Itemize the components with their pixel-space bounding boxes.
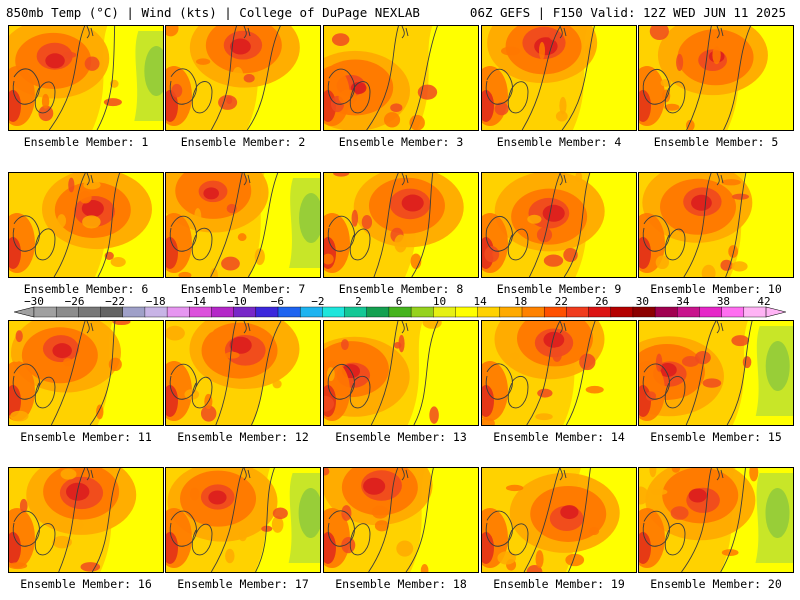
colorbar-swatch	[344, 306, 368, 318]
ensemble-member-label: Ensemble Member: 9	[496, 282, 622, 296]
ensemble-member-map	[481, 320, 637, 426]
colorbar-swatch	[189, 306, 212, 318]
ensemble-member-map	[481, 25, 637, 131]
ensemble-member-map	[638, 172, 794, 278]
colorbar-tick-label: −26	[65, 295, 85, 307]
ensemble-member-label: Ensemble Member: 16	[20, 577, 152, 591]
ensemble-member-map	[165, 467, 321, 573]
colorbar-swatch	[499, 306, 523, 318]
colorbar-swatch	[211, 306, 235, 318]
ensemble-member-label: Ensemble Member: 6	[23, 282, 149, 296]
ensemble-member-label: Ensemble Member: 15	[650, 430, 782, 444]
map-title: 850mb Temp (°C) | Wind (kts) | College o…	[6, 5, 420, 20]
colorbar-tick-label: 14	[473, 295, 487, 307]
colorbar-swatch	[122, 306, 146, 318]
colorbar-swatch	[277, 306, 301, 318]
colorbar-tick-label: 2	[355, 295, 362, 307]
ensemble-member-label: Ensemble Member: 13	[335, 430, 467, 444]
ensemble-member-map	[8, 25, 164, 131]
colorbar-swatch	[322, 306, 346, 318]
colorbar-tick-label: 18	[514, 295, 527, 307]
ensemble-member-label: Ensemble Member: 1	[23, 135, 149, 149]
colorbar-swatch	[33, 306, 57, 318]
colorbar-tick-labels: −30 −26 −22 −18 −14 −10 −6 −2 2 6 10 14 18 22 26 30 34 38…	[24, 295, 771, 307]
colorbar-swatch	[699, 306, 723, 318]
colorbar-swatch	[588, 306, 612, 318]
ensemble-member-map	[8, 467, 164, 573]
ensemble-member-map	[481, 467, 637, 573]
colorbar-swatch	[455, 306, 479, 318]
colorbar-tick-label: −22	[105, 295, 125, 307]
ensemble-member-label: Ensemble Member: 10	[650, 282, 782, 296]
temperature-colorbar	[14, 306, 786, 318]
colorbar-swatch	[521, 306, 545, 318]
colorbar-tick-label: 26	[595, 295, 608, 307]
ensemble-member-label: Ensemble Member: 18	[335, 577, 467, 591]
ensemble-member-map	[481, 172, 637, 278]
ensemble-member-label: Ensemble Member: 14	[493, 430, 625, 444]
colorbar-swatch	[632, 306, 656, 318]
ensemble-member-label: Ensemble Member: 20	[650, 577, 782, 591]
colorbar-swatch	[78, 306, 102, 318]
colorbar-tick-label: 38	[717, 295, 730, 307]
ensemble-member-map	[323, 320, 479, 426]
ensemble-member-map	[8, 172, 164, 278]
colorbar-swatch	[543, 306, 567, 318]
colorbar-swatch	[388, 306, 412, 318]
ensemble-member-label: Ensemble Member: 3	[338, 135, 464, 149]
colorbar-tick-label: 22	[555, 295, 568, 307]
colorbar-swatch	[721, 306, 745, 318]
colorbar-tick-label: −2	[311, 295, 324, 307]
colorbar-swatch	[677, 306, 700, 318]
ensemble-member-label: Ensemble Member: 2	[180, 135, 306, 149]
colorbar-swatch	[433, 306, 456, 318]
valid-time: 06Z GEFS | F150 Valid: 12Z WED JUN 11 20…	[469, 5, 786, 20]
colorbar-tick-label: −6	[271, 295, 284, 307]
colorbar-swatch	[477, 306, 501, 318]
colorbar-swatch	[610, 306, 634, 318]
ensemble-member-map	[638, 25, 794, 131]
colorbar-swatch	[100, 306, 124, 318]
colorbar-swatch	[743, 306, 767, 318]
ensemble-member-map	[165, 172, 321, 278]
colorbar-swatch	[366, 306, 390, 318]
ensemble-member-map	[323, 467, 479, 573]
colorbar-swatch	[233, 306, 257, 318]
colorbar-swatch	[166, 306, 190, 318]
ensemble-member-map	[638, 467, 794, 573]
ensemble-member-map	[323, 172, 479, 278]
ensemble-member-label: Ensemble Member: 4	[496, 135, 622, 149]
colorbar-swatch	[299, 306, 323, 318]
colorbar-tick-label: −18	[146, 295, 166, 307]
ensemble-member-map	[165, 320, 321, 426]
ensemble-member-label: Ensemble Member: 11	[20, 430, 152, 444]
colorbar-tick-label: 42	[757, 295, 770, 307]
colorbar-swatch	[144, 306, 168, 318]
colorbar-swatch	[654, 306, 678, 318]
colorbar-left-arrow	[14, 306, 35, 318]
colorbar-tick-label: 34	[676, 295, 690, 307]
colorbar-swatch	[55, 306, 79, 318]
colorbar-swatch	[255, 306, 279, 318]
ensemble-member-map	[8, 320, 164, 426]
colorbar-tick-label: −30	[24, 295, 44, 307]
colorbar-tick-label: 6	[396, 295, 403, 307]
colorbar-tick-label: 30	[636, 295, 649, 307]
ensemble-member-label: Ensemble Member: 7	[180, 282, 306, 296]
ensemble-member-label: Ensemble Member: 19	[493, 577, 625, 591]
colorbar-swatch	[410, 306, 434, 318]
ensemble-member-label: Ensemble Member: 5	[653, 135, 779, 149]
colorbar-tick-label: −14	[186, 295, 206, 307]
colorbar-tick-label: 10	[433, 295, 446, 307]
colorbar-swatch	[566, 306, 590, 318]
ensemble-member-map	[323, 25, 479, 131]
ensemble-member-map	[638, 320, 794, 426]
ensemble-member-map	[165, 25, 321, 131]
colorbar-right-arrow	[765, 306, 786, 318]
colorbar-tick-label: −10	[227, 295, 247, 307]
ensemble-member-label: Ensemble Member: 17	[177, 577, 309, 591]
ensemble-member-label: Ensemble Member: 12	[177, 430, 309, 444]
ensemble-member-label: Ensemble Member: 8	[338, 282, 464, 296]
